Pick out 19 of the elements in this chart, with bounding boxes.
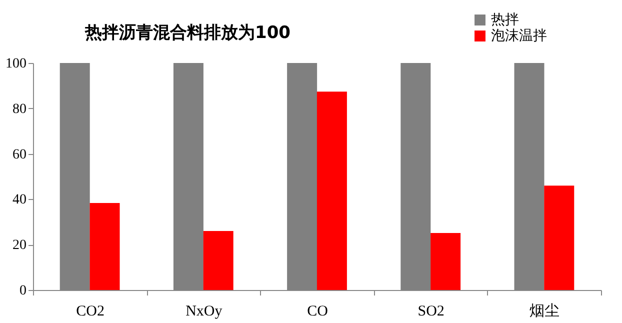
bar — [90, 203, 120, 290]
y-tick-label: 0 — [20, 284, 26, 298]
y-tick-label: 100 — [6, 56, 26, 72]
y-tick-label: 80 — [12, 102, 26, 117]
chart-title: 热拌沥青混合料排放为100 — [84, 23, 291, 43]
bar — [430, 233, 461, 290]
y-tick-label: 40 — [12, 192, 26, 208]
y-tick-label: 20 — [12, 238, 26, 254]
x-tick-label: CO — [307, 304, 328, 320]
bar — [203, 230, 234, 290]
x-tick-label: CO2 — [76, 304, 104, 320]
bar — [316, 92, 347, 290]
x-tick-label: SO2 — [418, 304, 444, 320]
legend-label: 热拌 — [491, 12, 519, 28]
y-tick-label: 60 — [12, 147, 26, 162]
bar — [544, 186, 574, 290]
legend-label: 泡沫温拌 — [491, 28, 547, 44]
x-tick-label: 烟尘 — [530, 302, 560, 320]
x-tick-label: NxOy — [186, 304, 223, 320]
